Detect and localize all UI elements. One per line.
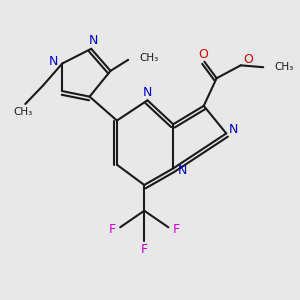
Text: CH₃: CH₃ <box>274 62 294 72</box>
Text: O: O <box>198 48 208 61</box>
Text: O: O <box>243 52 253 66</box>
Text: F: F <box>109 223 116 236</box>
Text: N: N <box>178 164 187 177</box>
Text: F: F <box>141 242 148 256</box>
Text: N: N <box>229 123 238 136</box>
Text: N: N <box>89 34 98 47</box>
Text: CH₃: CH₃ <box>13 107 32 117</box>
Text: N: N <box>49 55 58 68</box>
Text: CH₃: CH₃ <box>140 53 159 63</box>
Text: F: F <box>173 223 180 236</box>
Text: N: N <box>143 86 152 99</box>
